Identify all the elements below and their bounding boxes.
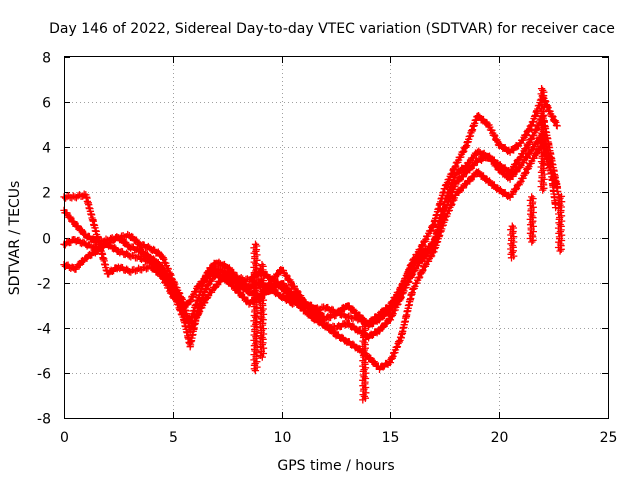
spike-marks: [526, 193, 537, 246]
x-tick-label: 15: [382, 430, 400, 446]
y-tick-label: 6: [42, 96, 51, 112]
spike-marks: [250, 240, 261, 375]
x-tick-label: 20: [491, 430, 509, 446]
grid: [64, 57, 608, 418]
chart-title: Day 146 of 2022, Sidereal Day-to-day VTE…: [49, 21, 615, 37]
spike-marks: [507, 222, 518, 262]
x-tick-label: 5: [169, 430, 178, 446]
spike-marks: [554, 190, 566, 255]
spike-marks: [256, 260, 268, 361]
y-axis-title: SDTVAR / TECUs: [7, 181, 23, 296]
y-tick-label: -8: [37, 412, 51, 428]
y-tick-label: -4: [37, 322, 51, 338]
y-tick-label: -6: [37, 367, 51, 383]
y-tick-label: 4: [42, 141, 51, 157]
spike-marks: [359, 319, 370, 404]
spike-marks: [537, 84, 548, 194]
x-tick-label: 25: [600, 430, 618, 446]
axis-ticks: 0 5 10 15 20 25 -8 -6 -4 -2 0 2 4 6 8: [37, 51, 617, 447]
plot-frame: [64, 56, 609, 419]
y-tick-label: -2: [37, 277, 51, 293]
y-tick-label: 8: [42, 51, 51, 67]
x-tick-label: 10: [274, 430, 292, 446]
y-tick-label: 0: [42, 232, 51, 248]
data-marks: [60, 84, 566, 404]
x-axis-title: GPS time / hours: [277, 458, 394, 474]
series-track-4: [60, 91, 561, 331]
y-tick-label: 2: [42, 186, 51, 202]
x-tick-label: 0: [60, 430, 69, 446]
